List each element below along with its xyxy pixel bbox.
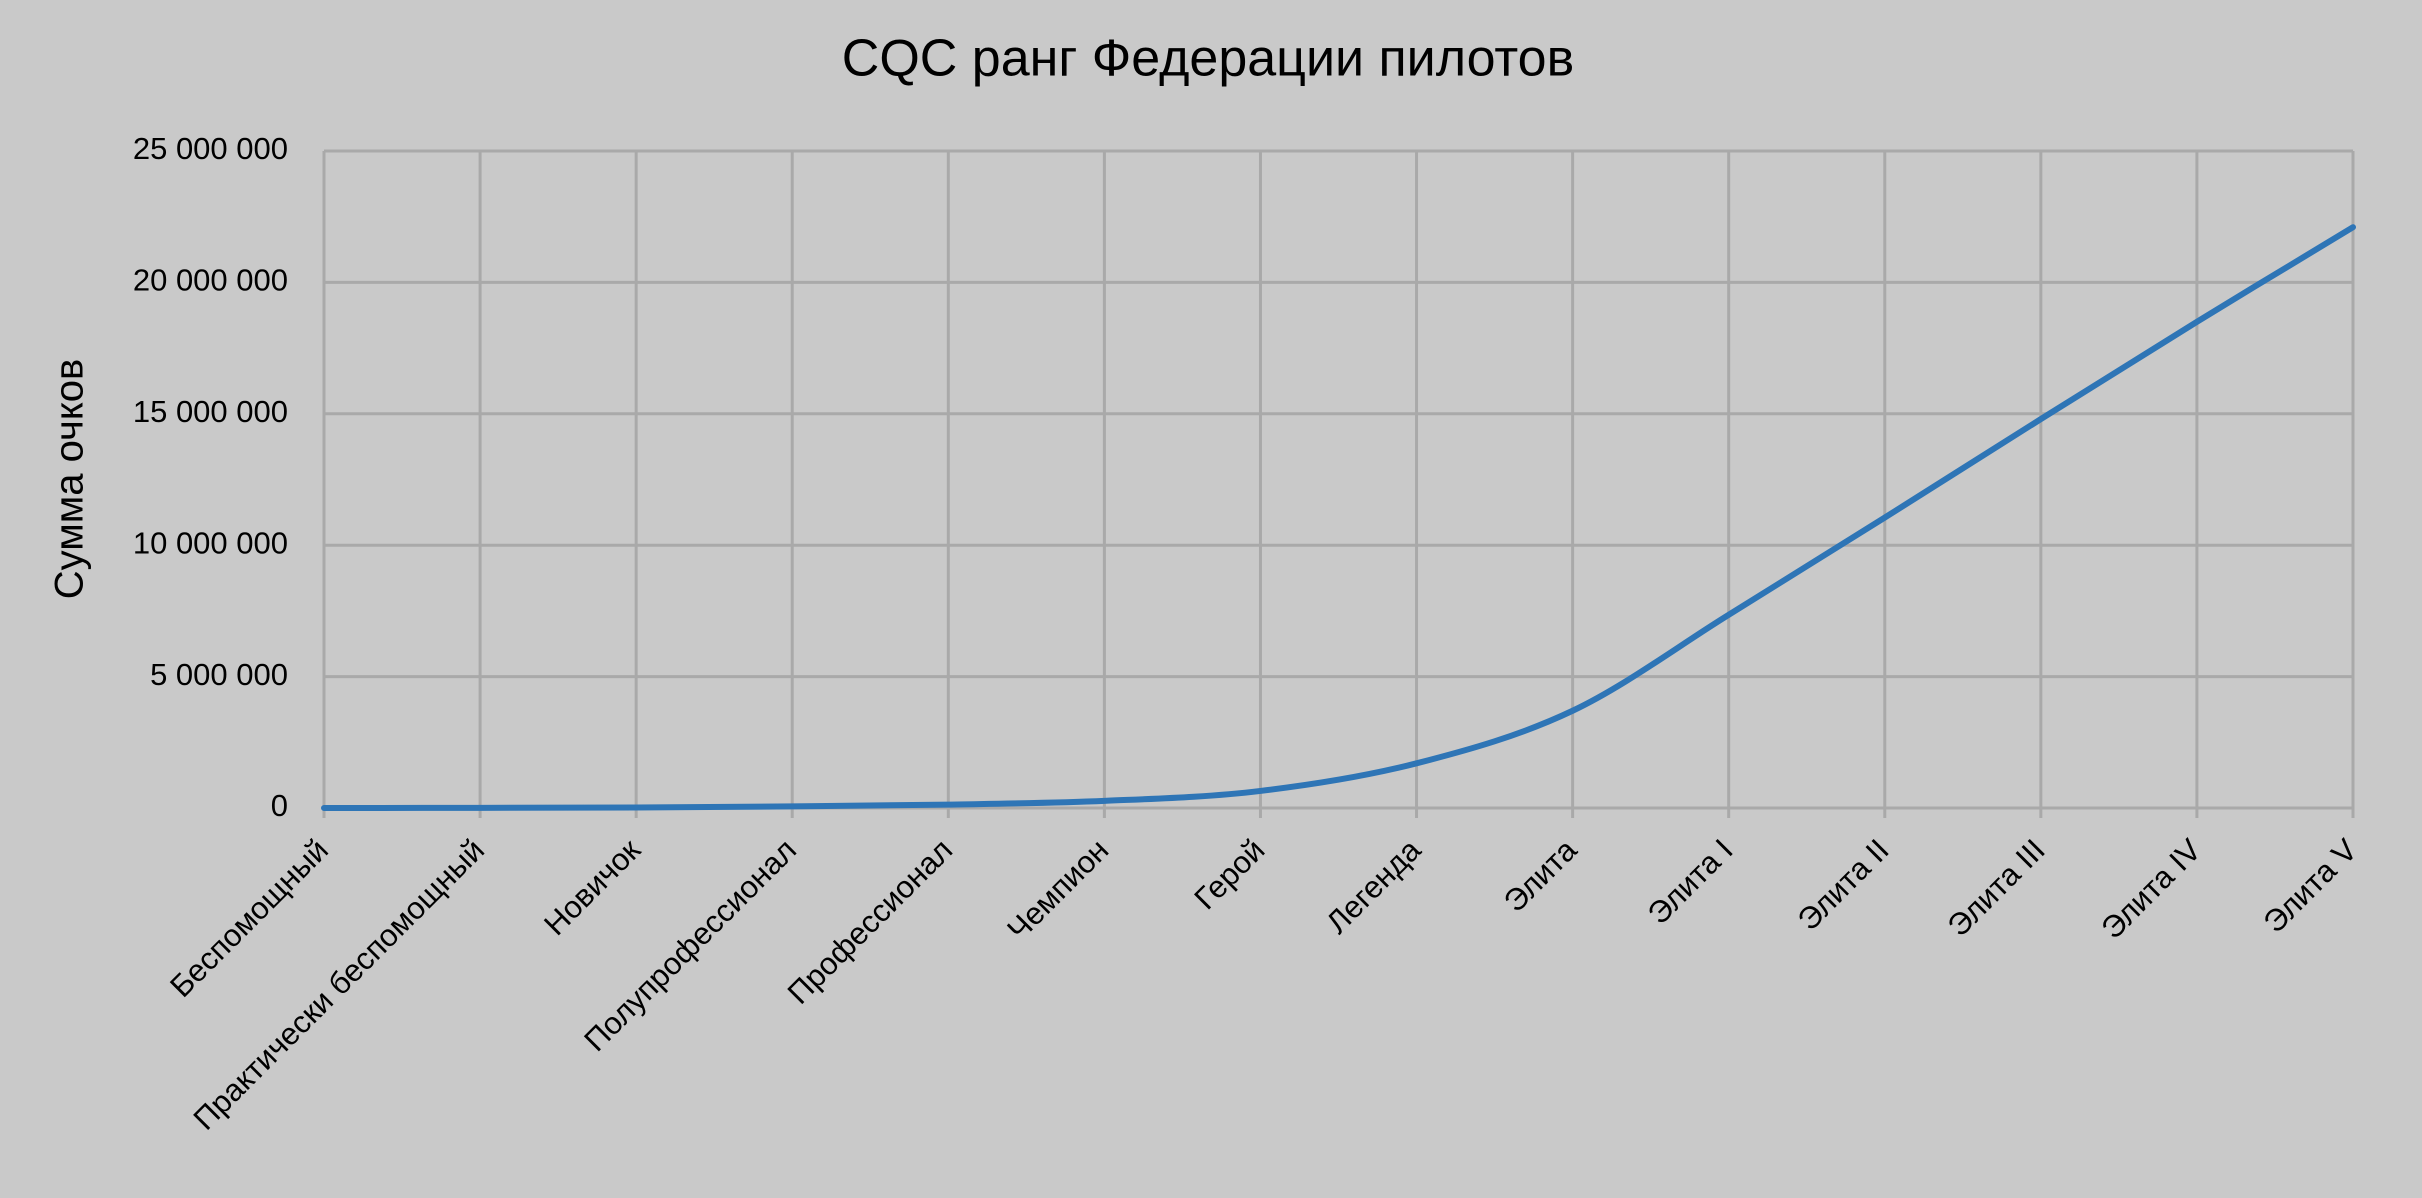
- x-tick-label: Элита II: [1791, 832, 1896, 937]
- x-tick-label: Легенда: [1319, 832, 1428, 941]
- y-tick-label: 10 000 000: [133, 525, 288, 560]
- x-tick-label: Новичок: [537, 832, 647, 942]
- y-tick-label: 20 000 000: [133, 263, 288, 298]
- chart-title: CQC ранг Федерации пилотов: [842, 30, 1574, 88]
- x-tick-label: Практически беспомощный: [187, 832, 491, 1136]
- x-tick-label: Герой: [1187, 832, 1271, 916]
- y-axis-label: Сумма очков: [48, 359, 92, 599]
- x-tick-label: Профессионал: [781, 832, 960, 1011]
- y-tick-label: 25 000 000: [133, 131, 288, 166]
- y-tick-label: 15 000 000: [133, 394, 288, 429]
- x-tick-label: Элита IV: [2094, 832, 2208, 946]
- y-tick-label: 5 000 000: [150, 657, 288, 692]
- x-tick-label: Элита V: [2256, 832, 2364, 940]
- x-tick-label: Элита III: [1941, 832, 2052, 943]
- x-tick-label: Беспомощный: [163, 832, 335, 1004]
- data-line: [321, 224, 2356, 811]
- y-tick-label: 0: [271, 788, 288, 823]
- x-tick-label: Элита: [1497, 832, 1584, 919]
- x-tick-label: Чемпион: [1000, 832, 1115, 947]
- x-tick-label: Элита I: [1641, 832, 1740, 931]
